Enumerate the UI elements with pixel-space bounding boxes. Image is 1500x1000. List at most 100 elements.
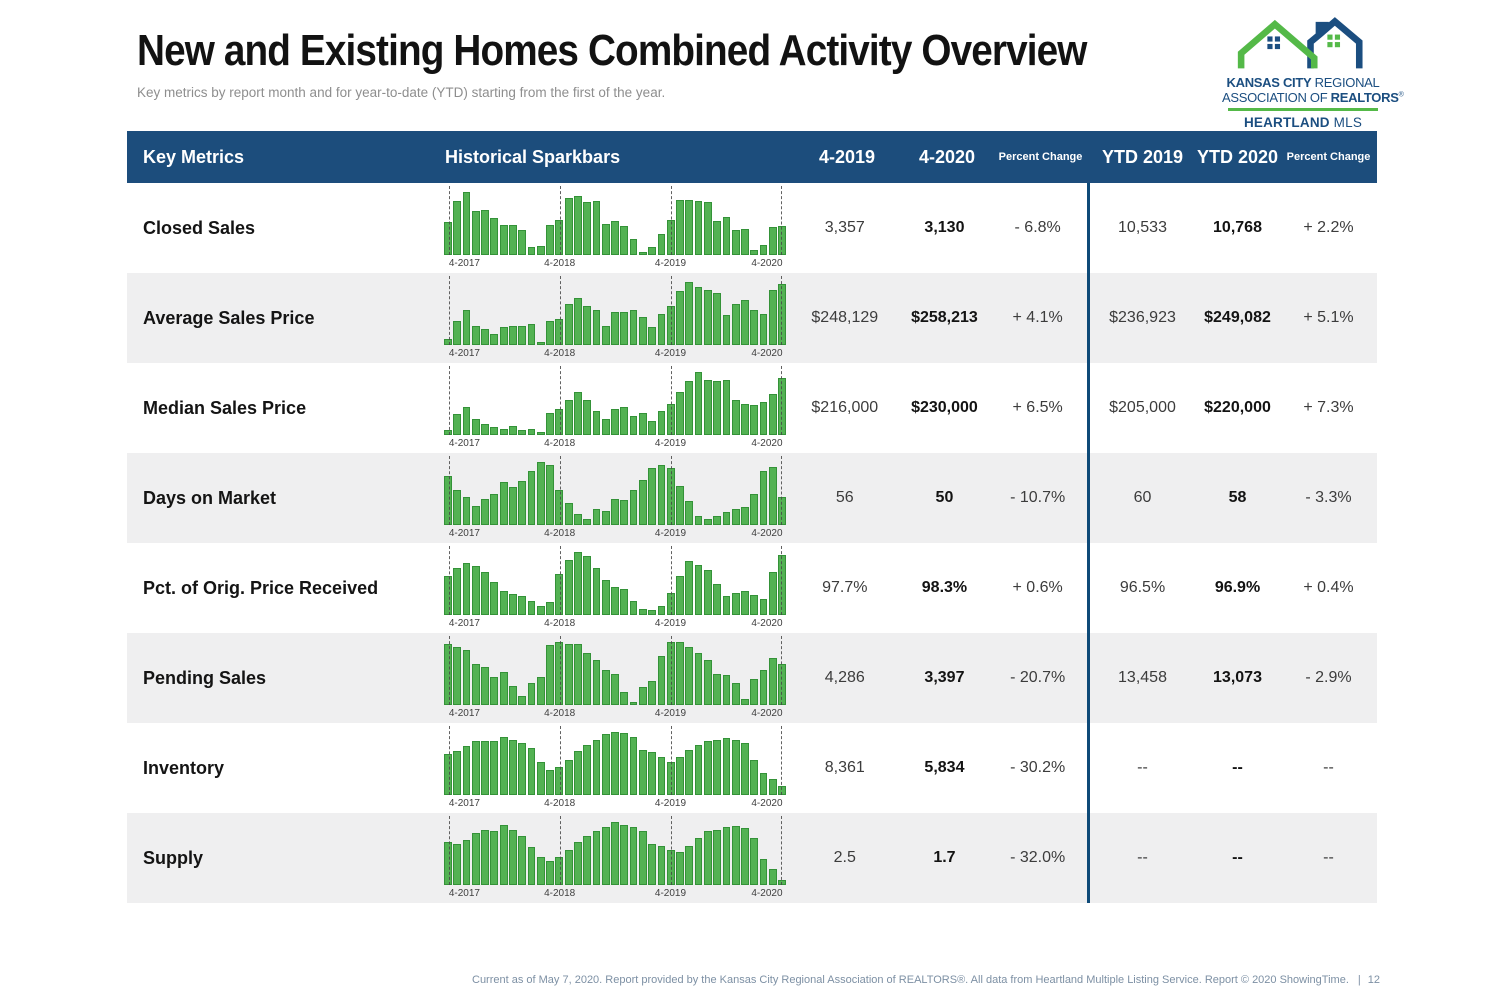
spark-bar [768,657,777,705]
spark-bar [657,605,666,615]
value-ytd-2020: $249,082 [1204,309,1271,326]
spark-bar [574,750,582,795]
spark-bar [574,513,582,525]
spark-bar [611,732,619,795]
spark-bar [759,471,768,525]
report-footer: Current as of May 7, 2020. Report provid… [472,974,1380,986]
value-ytd-percent-change: + 5.1% [1303,309,1354,326]
spark-tick-label: 4-2019 [654,618,687,629]
spark-bar [462,563,471,615]
sparkbar-axis: 4-2017 4-2018 4-2019 4-2020 [444,615,786,630]
spark-bar [536,462,545,525]
logo-association-name-line2: ASSOCIATION OF REALTORS® [1222,90,1404,105]
spark-bar [471,326,480,345]
spark-bar [750,310,759,345]
spark-bar [490,676,499,705]
spark-bar [564,760,573,795]
footer-separator: | [1357,974,1361,986]
spark-bar [518,835,527,885]
spark-bar [703,831,712,885]
spark-bar [462,745,471,795]
april-gridline [559,366,561,435]
spark-bar [741,743,749,795]
spark-bar [759,313,768,345]
spark-tick-label: 4-2017 [448,438,480,449]
april-gridline [448,366,450,435]
spark-bar [592,831,601,885]
spark-bar [750,837,759,885]
spark-bar [685,501,694,525]
april-gridline [448,546,450,615]
spark-bar [481,741,489,795]
value-month-percent-change: - 30.2% [1010,759,1066,776]
table-header-row: Key Metrics Historical Sparkbars 4-2019 … [127,131,1377,183]
sparkbar-chart: 4-2017 4-2018 4-2019 4-2020 [434,363,789,453]
spark-bar [564,643,573,705]
spark-bar [713,739,721,795]
value-month-percent-change: + 0.6% [1012,579,1063,596]
value-month-2019: 2.5 [833,849,856,866]
spark-bar [527,471,536,525]
value-ytd-percent-change: + 2.2% [1303,219,1354,236]
spark-bar [444,643,452,705]
spark-bar [574,552,582,615]
spark-bar [713,381,721,435]
spark-bar [611,586,619,615]
ytd-section: -- -- -- [1087,723,1377,813]
value-month-2020: 98.3% [921,579,968,596]
spark-bar [453,750,462,795]
spark-bar [703,202,712,255]
spark-bar [518,229,527,255]
spark-bar [453,414,462,435]
value-month-2019: 8,361 [824,759,865,776]
spark-bar [638,412,647,435]
spark-bar [731,826,740,885]
spark-bar [648,327,657,345]
value-month-2019: 56 [835,489,854,506]
spark-bar [453,490,462,525]
metric-label: Days on Market [143,487,277,508]
spark-bar [676,485,684,525]
header-percent-change-month: Percent Change [998,151,1083,163]
april-gridline [781,366,783,435]
spark-bar [601,580,610,615]
spark-bar [518,695,527,705]
spark-tick-label: 4-2017 [448,618,480,629]
spark-bar [657,845,666,885]
value-ytd-percent-change: + 0.4% [1303,579,1354,596]
spark-bar [741,591,749,615]
page-subtitle: Key metrics by report month and for year… [137,85,666,100]
sparkbar-chart: 4-2017 4-2018 4-2019 4-2020 [434,183,789,273]
spark-bar [722,827,731,885]
sparkbar-chart: 4-2017 4-2018 4-2019 4-2020 [434,633,789,723]
value-month-2020: $230,000 [911,399,978,416]
spark-bar [518,743,527,795]
spark-bar [638,831,647,885]
spark-bar [750,678,759,705]
spark-bar [499,428,508,435]
spark-bar [750,404,759,435]
value-month-2019: 4,286 [824,669,865,686]
sparkbar-axis: 4-2017 4-2018 4-2019 4-2020 [444,345,786,360]
spark-tick-label: 4-2018 [544,438,576,449]
april-gridline [670,726,672,795]
value-ytd-2020: 10,768 [1213,219,1262,236]
spark-bar [499,327,508,345]
spark-tick-label: 4-2018 [544,618,576,629]
spark-tick-label: 4-2017 [448,708,480,719]
april-gridline [781,456,783,525]
value-month-percent-change: + 6.5% [1012,399,1063,416]
spark-bar [685,381,694,435]
april-gridline [559,726,561,795]
spark-bar [741,299,749,345]
spark-bar [481,667,489,705]
spark-bar [444,338,452,345]
spark-bar [768,394,777,435]
april-gridline [559,816,561,885]
spark-bar [731,304,740,345]
spark-bar [574,842,582,885]
spark-bar [555,766,564,795]
spark-bar [592,310,601,345]
value-ytd-2019: 96.5% [1119,579,1166,596]
